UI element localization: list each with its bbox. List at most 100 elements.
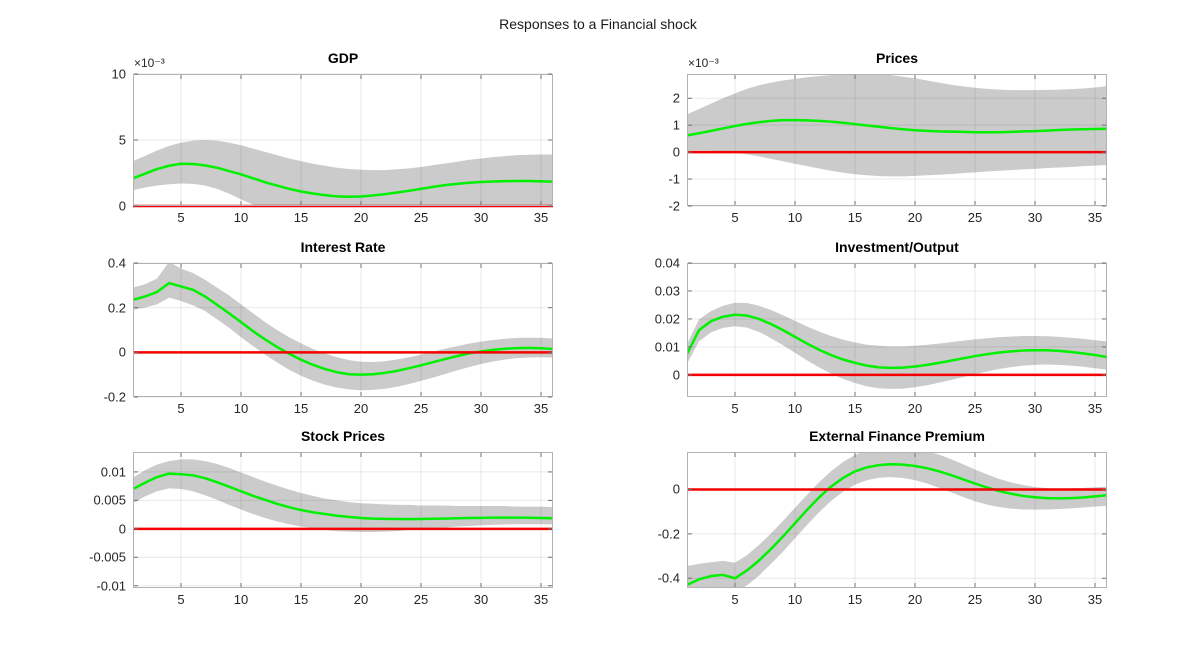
y-tick-label: 0 [672, 481, 680, 497]
y-tick-label: 2 [672, 90, 680, 106]
y-tick-label: -0.4 [657, 570, 680, 586]
y-tick-label: 0 [118, 344, 126, 360]
x-tick-label: 20 [907, 210, 923, 225]
y-tick-label: 0.04 [654, 255, 680, 271]
x-tick-label: 30 [1027, 592, 1043, 607]
y-tick-label: -0.2 [657, 526, 680, 542]
y-tick-label: 0 [118, 198, 126, 214]
subplot-title: Investment/Output [835, 239, 959, 255]
y-tick-label: 0.01 [100, 464, 126, 480]
y-tick-label: -1 [668, 171, 680, 187]
figure-title: Responses to a Financial shock [499, 16, 697, 32]
y-tick-label: -0.01 [96, 578, 126, 594]
x-tick-label: 15 [847, 210, 863, 225]
y-axis-exponent-label: ×10⁻³ [688, 56, 719, 70]
x-tick-label: 20 [353, 401, 369, 416]
subplot-title: GDP [327, 50, 359, 66]
y-tick-label: -2 [668, 198, 680, 214]
subplot-interest-rate: Interest Rate 5 10 15 20 25 30 35 -0.2 0 0.2 0.4 [104, 239, 553, 416]
x-tick-label: 10 [233, 210, 249, 225]
x-tick-label: 30 [473, 210, 489, 225]
median-line [133, 472, 553, 521]
x-tick-label: 30 [1027, 401, 1043, 416]
median-line [133, 162, 553, 199]
x-tick-label: 35 [1087, 592, 1103, 607]
x-tick-label: 25 [967, 401, 983, 416]
confidence-band [687, 74, 1107, 177]
confidence-band [687, 452, 1107, 588]
x-tick-label: 10 [787, 592, 803, 607]
subplot-prices: Prices ×10⁻³ 5 10 15 20 25 30 35 -2 -1 0 1 2 [668, 50, 1107, 225]
median-line [687, 462, 1107, 587]
y-tick-label: 0.2 [107, 300, 126, 316]
y-axis-exponent-label: ×10⁻³ [134, 56, 165, 70]
x-tick-label: 15 [293, 592, 309, 607]
axes-frame [133, 263, 553, 397]
x-tick-label: 15 [293, 401, 309, 416]
x-tick-label: 25 [413, 401, 429, 416]
x-tick-label: 25 [967, 210, 983, 225]
subplot-title: Stock Prices [300, 428, 386, 444]
y-tick-label: 0 [672, 144, 680, 160]
confidence-band [133, 459, 553, 532]
y-tick-label: 0.4 [107, 255, 126, 271]
plot-area [133, 73, 553, 208]
y-tick-label: 1 [672, 117, 680, 133]
y-tick-label: 0.03 [654, 283, 680, 299]
subplot-investment-output: Investment/Output 5 10 15 20 25 30 35 0 0.01 0.02… [655, 239, 1107, 416]
x-tick-label: 30 [1027, 210, 1043, 225]
x-tick-label: 15 [847, 401, 863, 416]
x-tick-label: 20 [907, 592, 923, 607]
subplot-stock-prices: Stock Prices 5 10 15 20 25 30 35 -0.01 -0.005 0 0.… [89, 428, 553, 607]
x-tick-label: 20 [907, 401, 923, 416]
x-tick-label: 5 [177, 210, 185, 225]
x-tick-label: 5 [731, 592, 739, 607]
x-tick-label: 35 [533, 592, 549, 607]
x-tick-label: 5 [177, 592, 185, 607]
subplot-title: Prices [875, 50, 919, 66]
axes-frame [687, 452, 1107, 588]
x-tick-label: 35 [533, 210, 549, 225]
axes-frame [687, 263, 1107, 397]
axes-frame [687, 74, 1107, 206]
subplot-title: Interest Rate [300, 239, 386, 255]
y-tick-label: 0.02 [654, 311, 680, 327]
subplot-title: External Finance Premium [809, 428, 985, 444]
x-tick-label: 10 [233, 592, 249, 607]
x-tick-label: 35 [533, 401, 549, 416]
plot-area [687, 262, 1107, 397]
x-tick-label: 30 [473, 592, 489, 607]
y-tick-label: 0 [118, 521, 126, 537]
x-tick-label: 5 [731, 401, 739, 416]
x-tick-label: 15 [847, 592, 863, 607]
y-tick-label: 5 [118, 132, 126, 148]
x-tick-label: 5 [731, 210, 739, 225]
subplot-external-finance-premium: External Finance Premium 5 10 15 20 25 30 35 -0… [658, 428, 1107, 607]
confidence-band [687, 302, 1107, 389]
x-tick-label: 10 [787, 210, 803, 225]
y-tick-label: -0.2 [103, 389, 126, 405]
confidence-band [133, 140, 553, 206]
y-tick-label: 10 [111, 66, 126, 82]
x-tick-label: 20 [353, 592, 369, 607]
x-tick-label: 20 [353, 210, 369, 225]
x-tick-label: 10 [233, 401, 249, 416]
x-tick-label: 25 [413, 592, 429, 607]
y-tick-label: 0 [672, 367, 680, 383]
x-tick-label: 30 [473, 401, 489, 416]
x-tick-label: 5 [177, 401, 185, 416]
median-line [687, 313, 1107, 370]
axes-frame [133, 74, 553, 206]
subplot-gdp: GDP ×10⁻³ 5 10 15 20 25 30 35 0 5 10 [112, 50, 553, 225]
plot-area [687, 452, 1107, 588]
plot-area [133, 262, 553, 398]
y-tick-label: -0.005 [89, 549, 126, 565]
x-tick-label: 35 [1087, 401, 1103, 416]
confidence-band [133, 263, 553, 391]
y-tick-label: 0.01 [654, 339, 680, 355]
x-tick-label: 25 [413, 210, 429, 225]
median-line [687, 118, 1107, 137]
y-tick-label: 0.005 [93, 492, 126, 508]
x-tick-label: 10 [787, 401, 803, 416]
